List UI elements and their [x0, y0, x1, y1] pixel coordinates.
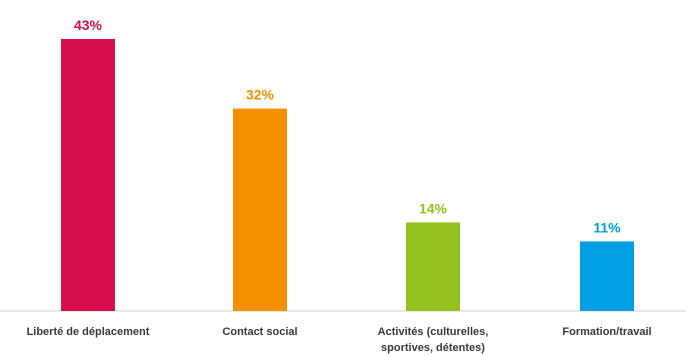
category-label-2: Contact social	[222, 326, 297, 338]
bar-3	[406, 222, 460, 311]
category-label-1: Liberté de déplacement	[27, 326, 150, 338]
bar-4	[580, 241, 634, 311]
bar-1	[61, 39, 115, 311]
value-label-3: 14%	[419, 200, 448, 216]
category-label-3-line-1: Activités (culturelles,	[378, 326, 489, 338]
bar-2	[233, 108, 287, 312]
value-label-1: 43%	[74, 17, 103, 33]
category-labels-group: Liberté de déplacement Contact social Acti…	[27, 326, 652, 354]
category-label-3-line-2: sportives, détentes)	[381, 342, 485, 354]
value-label-4: 11%	[593, 219, 621, 235]
value-label-2: 32%	[246, 87, 275, 103]
value-labels-group: 43% 32% 14% 11%	[74, 17, 621, 235]
bars-group	[61, 39, 634, 312]
category-label-4: Formation/travail	[562, 326, 651, 338]
